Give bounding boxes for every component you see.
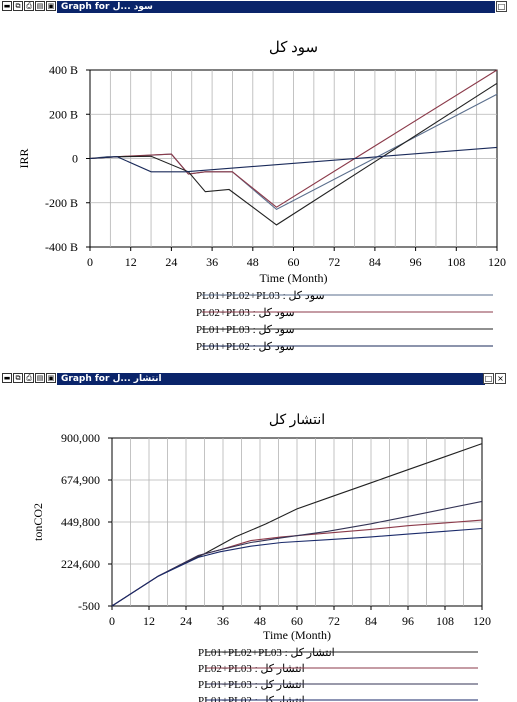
x-tick-label: 108: [447, 255, 465, 269]
legend-label: انتشار کل : PL01+PL03: [198, 679, 305, 691]
legend-label: سود کل : PL02+PL03: [196, 307, 295, 319]
y-tick-label: 900,000: [61, 431, 100, 445]
y-tick-label: 400 B: [49, 63, 78, 77]
x-tick-label: 36: [206, 255, 218, 269]
minimize-bar-icon[interactable]: ▬: [2, 1, 12, 11]
x-tick-label: 48: [254, 614, 266, 628]
profit-chart: سود کل -400 B -200 B 0 200 B 400 B 0 12 24 36 48 60…: [17, 40, 506, 353]
x-tick-label: 12: [143, 614, 155, 628]
window-buttons: □: [496, 1, 507, 12]
x-tick-label: 96: [410, 255, 422, 269]
y-tick-label: 224,600: [61, 557, 100, 571]
legend-label: انتشار کل : PL01+PL02+PL03: [198, 647, 335, 659]
x-tick-label: 60: [291, 614, 303, 628]
legend-label: انتشار کل : PL01+PL02: [198, 695, 305, 702]
copy-icon[interactable]: ⧉: [13, 1, 23, 11]
y-tick-label: 200 B: [49, 107, 78, 121]
save-icon[interactable]: ▣: [46, 1, 56, 11]
series-line-3: [111, 500, 483, 607]
chart-title: سود کل: [269, 40, 318, 56]
x-tick-label: 120: [488, 255, 506, 269]
legend-label: انتشار کل : PL02+PL03: [198, 663, 305, 675]
window-titlebar[interactable]: ▬ ⧉ ⎙ ▤ ▣ Graph for انتشار ...ل □ ×: [0, 372, 517, 386]
graph-window-emission: ▬ ⧉ ⎙ ▤ ▣ Graph for انتشار ...ل □ × انتش…: [0, 372, 517, 702]
x-tick-label: 72: [328, 614, 340, 628]
x-tick-label: 0: [87, 255, 93, 269]
series-line-2: [89, 69, 498, 208]
x-tick-label: 84: [369, 255, 381, 269]
series-line-4: [111, 527, 483, 607]
x-tick-label: 72: [328, 255, 340, 269]
y-tick-label: -500: [78, 599, 100, 613]
legend-label: سود کل : PL01+PL02: [196, 341, 295, 353]
x-axis-label: Time (Month): [260, 271, 328, 285]
restore-icon[interactable]: □: [483, 373, 494, 384]
x-tick-label: 24: [180, 614, 192, 628]
emission-chart: انتشار کل -500 224,600 449,800 674,900 900,00…: [31, 413, 491, 702]
x-tick-label: 48: [247, 255, 259, 269]
copy-icon[interactable]: ⧉: [13, 373, 23, 383]
legend-label: سود کل : PL01+PL02+PL03: [196, 290, 325, 302]
legend-label: سود کل : PL01+PL03: [196, 324, 295, 336]
x-tick-label: 36: [217, 614, 229, 628]
x-tick-label: 24: [165, 255, 177, 269]
minimize-bar-icon[interactable]: ▬: [2, 373, 12, 383]
y-tick-label: -400 B: [45, 240, 78, 254]
x-axis-label: Time (Month): [263, 628, 331, 642]
y-axis-label: IRR: [17, 148, 31, 168]
window-buttons: □ ×: [483, 373, 506, 384]
save-icon[interactable]: ▣: [46, 373, 56, 383]
clipboard-icon[interactable]: ▤: [35, 373, 45, 383]
toolbar-icons: ▬ ⧉ ⎙ ▤ ▣: [2, 373, 56, 385]
x-tick-label: 96: [402, 614, 414, 628]
y-axis-label: tonCO2: [31, 503, 45, 541]
chart-title: انتشار کل: [269, 413, 325, 428]
x-tick-label: 108: [436, 614, 454, 628]
x-tick-label: 60: [288, 255, 300, 269]
x-tick-label: 0: [109, 614, 115, 628]
y-tick-label: 0: [72, 152, 78, 166]
y-tick-label: 449,800: [61, 515, 100, 529]
x-tick-label: 84: [365, 614, 377, 628]
series-line-3: [89, 82, 498, 226]
window-titlebar[interactable]: ▬ ⧉ ⎙ ▤ ▣ Graph for سود ...ل □: [0, 0, 517, 14]
close-icon[interactable]: ×: [495, 373, 506, 384]
window-title: Graph for سود ...ل: [57, 1, 495, 13]
clipboard-icon[interactable]: ▤: [35, 1, 45, 11]
graph-window-profit: ▬ ⧉ ⎙ ▤ ▣ Graph for سود ...ل □ سود کل -40…: [0, 0, 517, 353]
x-tick-label: 12: [125, 255, 137, 269]
print-icon[interactable]: ⎙: [24, 1, 34, 11]
restore-icon[interactable]: □: [496, 1, 507, 12]
window-title: Graph for انتشار ...ل: [57, 373, 485, 385]
series-line-4: [89, 146, 498, 173]
toolbar-icons: ▬ ⧉ ⎙ ▤ ▣: [2, 1, 56, 13]
x-tick-label: 120: [473, 614, 491, 628]
y-tick-label: -200 B: [45, 196, 78, 210]
print-icon[interactable]: ⎙: [24, 373, 34, 383]
y-tick-label: 674,900: [61, 473, 100, 487]
